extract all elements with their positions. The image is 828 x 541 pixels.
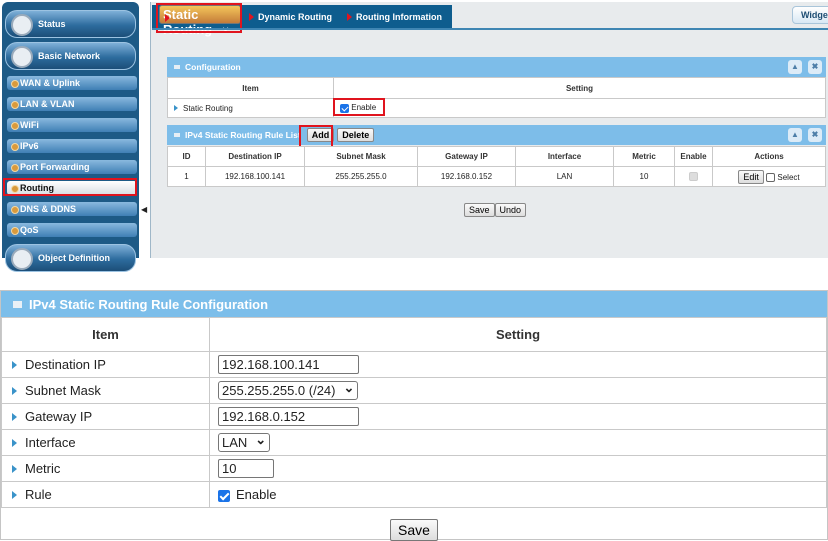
add-button[interactable]: Add [306, 128, 335, 142]
delete-button[interactable]: Delete [337, 128, 375, 142]
col-id: ID [167, 146, 206, 167]
tab-dynamic-routing[interactable]: Dynamic Routing [244, 5, 332, 28]
config-panel-header: Configuration ▲ ✖ [167, 57, 826, 77]
rule-config-header: IPv4 Static Routing Rule Configuration [1, 291, 827, 317]
panel-title: Configuration [185, 62, 241, 72]
label: Object Definition [38, 253, 110, 263]
tab-routing-information[interactable]: Routing Information [342, 5, 442, 28]
arrow-icon [12, 387, 17, 395]
highlight-box [333, 98, 385, 116]
cell-mask: 255.255.255.0 [304, 166, 418, 187]
cell-interface: LAN [515, 166, 614, 187]
globe-icon [11, 46, 33, 68]
col-destination: Destination IP [205, 146, 305, 167]
save-button[interactable]: Save [464, 203, 495, 217]
sidebar: Status Basic Network WAN & Uplink LAN & … [2, 2, 139, 272]
cell-id: 1 [167, 166, 206, 187]
col-mask: Subnet Mask [304, 146, 418, 167]
close-icon[interactable]: ✖ [808, 60, 822, 74]
sidebar-item-wan[interactable]: WAN & Uplink [7, 76, 137, 90]
status-chart-icon [11, 14, 33, 36]
arrow-icon [12, 439, 17, 447]
col-item: Item [167, 77, 334, 99]
sidebar-item-dns[interactable]: DNS & DDNS [7, 202, 137, 216]
col-enable: Enable [674, 146, 713, 167]
col-setting: Setting [333, 77, 826, 99]
metric-input[interactable]: 10 [218, 459, 274, 478]
sidebar-item-wifi[interactable]: WiFi [7, 118, 137, 132]
enable-label: Enable [351, 103, 377, 113]
sidebar-basic-network[interactable]: Basic Network [5, 42, 136, 70]
widget-button[interactable]: Widge [792, 6, 828, 24]
label: Basic Network [38, 51, 101, 61]
col-setting: Setting [209, 317, 827, 352]
rule-config-table: Item Setting Destination IP 192.168.100.1… [1, 317, 827, 508]
save-rule-button[interactable]: Save [390, 519, 438, 541]
rule-list-table: ID Destination IP Subnet Mask Gateway IP… [167, 146, 826, 187]
sidebar-item-port-forwarding[interactable]: Port Forwarding [7, 160, 137, 174]
top-screenshot: Status Basic Network WAN & Uplink LAN & … [0, 0, 828, 272]
arrow-icon [12, 361, 17, 369]
cell-metric: 10 [613, 166, 675, 187]
sidebar-status[interactable]: Status [5, 10, 136, 38]
label: Metric [25, 461, 61, 476]
sidebar-item-lan[interactable]: LAN & VLAN [7, 97, 137, 111]
collapse-icon[interactable]: ▲ [788, 60, 802, 74]
close-icon[interactable]: ✖ [808, 128, 822, 142]
sidebar-object-definition[interactable]: Object Definition [5, 244, 136, 272]
arrow-icon [12, 465, 17, 473]
rule-enable-checkbox[interactable] [218, 489, 230, 502]
static-routing-enable-checkbox[interactable] [340, 103, 349, 113]
label: Interface [25, 435, 76, 450]
collapse-icon[interactable]: ▲ [788, 128, 802, 142]
highlight-box [156, 3, 242, 33]
static-routing-label: Static Routing [183, 103, 233, 113]
enable-label: Enable [236, 487, 277, 502]
edit-button[interactable]: Edit [738, 169, 764, 184]
sidebar-item-qos[interactable]: QoS [7, 223, 137, 237]
label: Status [38, 19, 66, 29]
label: Rule [25, 487, 52, 502]
col-actions: Actions [712, 146, 826, 167]
value: LAN [222, 435, 248, 450]
rule-list-header: IPv4 Static Routing Rule List Add Delete… [167, 125, 826, 145]
save-undo-group: Save Undo [464, 200, 527, 218]
rule-config-panel: IPv4 Static Routing Rule Configuration I… [0, 290, 828, 541]
col-gateway: Gateway IP [417, 146, 516, 167]
undo-button[interactable]: Undo [494, 203, 527, 217]
object-icon [11, 248, 33, 270]
label: Destination IP [25, 357, 106, 372]
col-item: Item [1, 317, 210, 352]
value: 255.255.255.0 (/24) [222, 383, 336, 398]
select-label: Select [777, 172, 800, 182]
row-enable-checkbox [689, 172, 698, 182]
label: Gateway IP [25, 409, 93, 424]
sidebar-item-ipv6[interactable]: IPv6 [7, 139, 137, 153]
panel-title: IPv4 Static Routing Rule List [185, 130, 301, 140]
gateway-ip-input[interactable]: 192.168.0.152 [218, 407, 359, 426]
subnet-mask-select[interactable]: 255.255.255.0 (/24) [218, 381, 359, 400]
collapse-sidebar-icon[interactable]: ◀ [141, 205, 148, 214]
arrow-icon [12, 491, 17, 499]
col-interface: Interface [515, 146, 614, 167]
label: Subnet Mask [25, 383, 101, 398]
arrow-icon [12, 413, 17, 421]
arrow-icon [174, 104, 178, 111]
sidebar-item-routing[interactable]: Routing [7, 181, 137, 195]
select-checkbox[interactable] [766, 172, 776, 182]
config-table: Item Setting Static Routing Enable [167, 77, 826, 118]
table-row: 1 192.168.100.141 255.255.255.0 192.168.… [167, 166, 826, 187]
col-metric: Metric [613, 146, 675, 167]
cell-gateway: 192.168.0.152 [417, 166, 516, 187]
destination-ip-input[interactable]: 192.168.100.141 [218, 355, 359, 374]
highlight-box [3, 178, 137, 196]
cell-destination: 192.168.100.141 [205, 166, 305, 187]
divider [152, 28, 828, 30]
interface-select[interactable]: LAN [218, 433, 271, 452]
